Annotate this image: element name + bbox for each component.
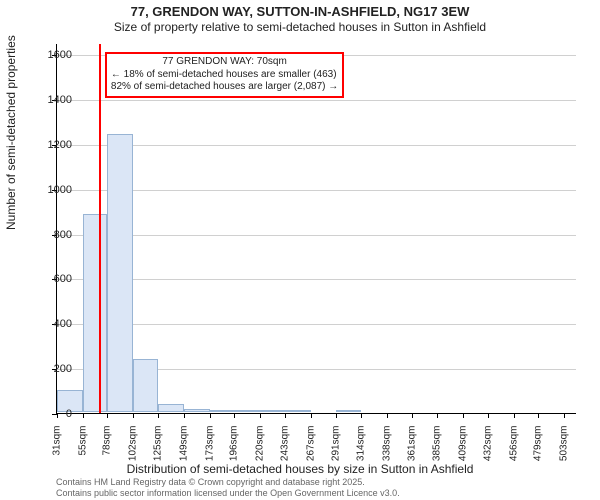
y-tick-label: 200 [32,363,72,375]
marker-line [99,44,101,413]
y-tick-label: 400 [32,318,72,330]
gridline [57,279,576,280]
histogram-bar [107,134,133,412]
x-tick [210,413,211,418]
x-tick [412,413,413,418]
x-tick [285,413,286,418]
x-tick [158,413,159,418]
x-tick [514,413,515,418]
x-tick [184,413,185,418]
y-axis-label: Number of semi-detached properties [4,35,18,230]
chart-subtitle: Size of property relative to semi-detach… [0,20,600,34]
histogram-bar [184,409,210,412]
x-tick [336,413,337,418]
gridline [57,145,576,146]
y-tick-label: 1400 [32,94,72,106]
histogram-bar [285,410,311,412]
x-tick [488,413,489,418]
chart-container: 31sqm55sqm78sqm102sqm125sqm149sqm173sqm1… [56,44,576,414]
x-tick [133,413,134,418]
x-tick [564,413,565,418]
x-tick [437,413,438,418]
histogram-bar [336,410,361,412]
annotation-line: ← 18% of semi-detached houses are smalle… [111,69,338,82]
gridline [57,324,576,325]
annotation-line: 82% of semi-detached houses are larger (… [111,81,338,94]
histogram-bar [260,410,285,412]
y-tick-label: 800 [32,229,72,241]
gridline [57,235,576,236]
x-tick [387,413,388,418]
annotation-box: 77 GRENDON WAY: 70sqm← 18% of semi-detac… [105,52,344,98]
x-tick [107,413,108,418]
credit-line-2: Contains public sector information licen… [56,488,590,498]
credit-line-1: Contains HM Land Registry data © Crown c… [56,477,590,487]
x-tick [538,413,539,418]
x-tick [234,413,235,418]
x-tick [260,413,261,418]
x-axis-label: Distribution of semi-detached houses by … [0,462,600,476]
annotation-line: 77 GRENDON WAY: 70sqm [111,56,338,69]
histogram-bar [210,410,235,412]
y-tick-label: 1200 [32,139,72,151]
y-tick-label: 0 [32,408,72,420]
y-tick-label: 1000 [32,184,72,196]
histogram-bar [234,410,260,412]
x-tick [311,413,312,418]
gridline [57,190,576,191]
credits: Contains HM Land Registry data © Crown c… [56,477,590,498]
y-tick-label: 1600 [32,49,72,61]
x-tick [463,413,464,418]
y-tick-label: 600 [32,273,72,285]
chart-title: 77, GRENDON WAY, SUTTON-IN-ASHFIELD, NG1… [0,4,600,19]
plot-area: 31sqm55sqm78sqm102sqm125sqm149sqm173sqm1… [56,44,576,414]
histogram-bar [83,214,108,412]
histogram-bar [133,359,158,412]
gridline [57,100,576,101]
x-tick [361,413,362,418]
histogram-bar [158,404,184,412]
x-tick [83,413,84,418]
